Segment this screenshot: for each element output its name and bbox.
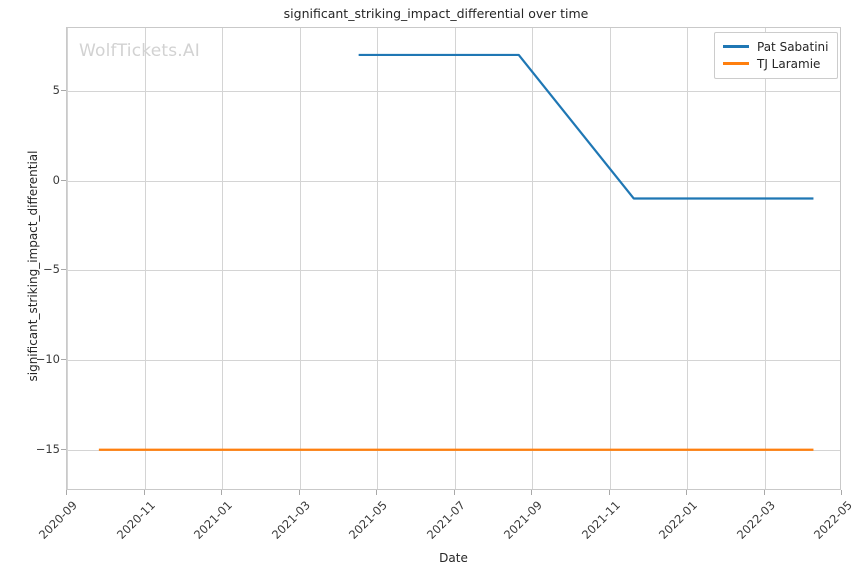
x-tick-mark [298,490,300,495]
y-tick-mark [61,269,66,271]
x-tick-mark [608,490,610,495]
y-axis-title: significant_striking_impact_differential [26,150,40,382]
gridline-vertical [454,28,456,489]
legend-color-swatch [723,62,749,65]
legend-label: TJ Laramie [757,56,821,71]
x-tick-label: 2021-01 [191,498,235,542]
gridline-vertical [67,28,68,489]
series-lines [98,53,814,451]
legend-item[interactable]: TJ Laramie [723,55,829,72]
x-tick-label: 2022-01 [656,498,700,542]
x-tick-label: 2021-05 [346,498,390,542]
x-tick-label: 2020-11 [113,498,158,542]
series-line [358,53,814,200]
x-tick-label: 2021-03 [268,498,313,542]
x-tick-mark [763,490,765,495]
gridline-vertical [609,28,611,489]
gridline-horizontal [67,180,840,182]
gridline-vertical [532,28,533,489]
x-tick-mark [143,490,145,495]
x-tick-label: 2020-09 [36,498,80,542]
x-tick-mark [453,490,455,495]
gridline-horizontal [67,90,840,92]
gridline-vertical [377,28,378,489]
y-tick-mark [61,179,66,181]
gridline-horizontal [67,270,840,272]
x-tick-mark [531,490,532,495]
legend-label: Pat Sabatini [757,39,829,54]
gridline-vertical [299,28,301,489]
y-tick-mark [61,448,66,450]
gridline-horizontal [67,359,840,361]
x-tick-label: 2021-09 [501,498,545,542]
x-tick-mark [221,490,222,495]
gridline-vertical [764,28,766,489]
y-tick-mark [61,89,66,91]
x-axis-title: Date [439,551,468,565]
gridline-vertical [144,28,146,489]
x-tick-label: 2021-07 [423,498,468,542]
x-tick-label: 2022-05 [811,498,855,542]
y-tick-label: −15 [35,441,60,456]
y-tick-label: −5 [43,262,60,277]
x-tick-mark [686,490,687,495]
x-tick-label: 2022-03 [733,498,778,542]
x-tick-mark [841,490,842,495]
y-tick-label: 0 [52,172,60,187]
y-tick-label: 5 [52,82,60,97]
y-tick-label: −10 [35,351,60,366]
chart-legend[interactable]: Pat Sabatini TJ Laramie [714,32,838,79]
x-tick-mark [66,490,67,495]
y-axis-tick-labels: 5 0 −5 −10 −15 [14,27,60,490]
x-tick-label: 2021-11 [578,498,623,542]
gridline-vertical [687,28,688,489]
legend-item[interactable]: Pat Sabatini [723,38,829,55]
y-tick-mark [61,358,66,360]
watermark-label: WolfTickets.AI [79,41,200,61]
x-tick-mark [376,490,377,495]
plot-area: WolfTickets.AI [66,27,841,490]
legend-color-swatch [723,45,749,48]
chart-title: significant_striking_impact_differential… [283,6,589,21]
gridline-vertical [222,28,223,489]
